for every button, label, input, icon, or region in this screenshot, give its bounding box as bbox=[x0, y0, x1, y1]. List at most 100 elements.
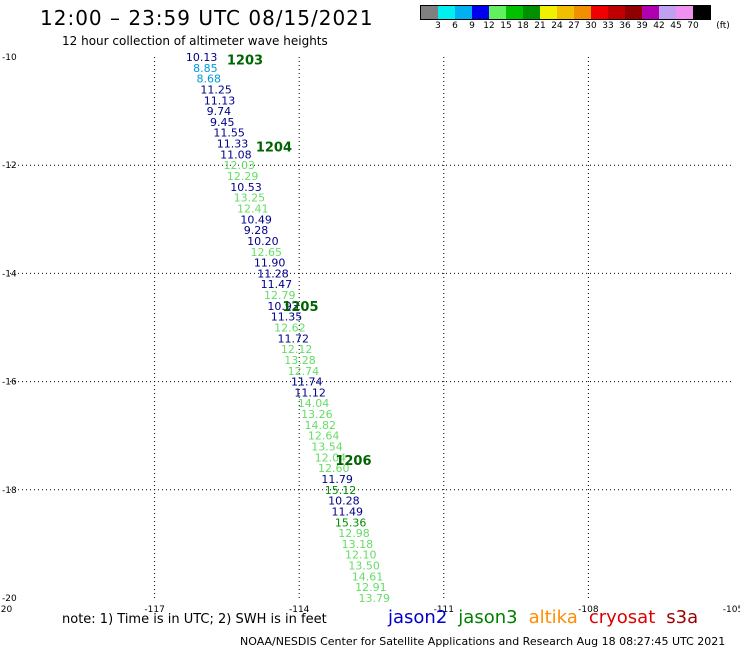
legend-swatch bbox=[574, 6, 591, 19]
wave-height-label: 12.65 bbox=[251, 246, 283, 259]
legend-swatch bbox=[438, 6, 455, 19]
wave-height-label: 14.61 bbox=[352, 570, 384, 583]
legend-swatch bbox=[625, 6, 642, 19]
wave-height-label: 10.13 bbox=[186, 51, 218, 64]
wave-height-label: 11.33 bbox=[217, 138, 249, 151]
satellite-legend: jason2 jason3 altika cryosat s3a bbox=[388, 607, 709, 628]
time-label: 1205 bbox=[282, 300, 318, 315]
wave-height-label: 11.72 bbox=[278, 332, 310, 345]
legend-unit: (ft) bbox=[716, 21, 730, 31]
x-tick-label: -114 bbox=[289, 605, 310, 615]
legend-swatch bbox=[455, 6, 472, 19]
x-tick-label: -111 bbox=[434, 605, 454, 615]
legend-swatch bbox=[608, 6, 625, 19]
footnote: note: 1) Time is in UTC; 2) SWH is in fe… bbox=[62, 612, 327, 627]
legend-label: 42 bbox=[653, 21, 665, 31]
legend-label: 70 bbox=[687, 21, 699, 31]
x-tick-label: -117 bbox=[144, 605, 164, 615]
wave-height-label: 11.13 bbox=[204, 94, 236, 107]
satellite-name-s3a: s3a bbox=[666, 607, 699, 628]
wave-height-label: 11.55 bbox=[213, 127, 245, 140]
wave-height-label: 11.08 bbox=[220, 148, 252, 161]
legend-swatch bbox=[472, 6, 489, 19]
legend-swatch bbox=[693, 6, 710, 19]
wave-height-label: 13.18 bbox=[342, 538, 374, 551]
time-label: 1204 bbox=[256, 140, 292, 155]
wave-height-label: 13.50 bbox=[348, 560, 380, 573]
satellite-name-jason2: jason2 bbox=[388, 607, 448, 628]
wave-height-color-legend: 3 6 9 12 15 18 21 24 27 30 33 36 39 42 45 70 (ft) bbox=[420, 5, 730, 34]
map-title: 12:00 – 23:59 UTC 08/15/2021 bbox=[40, 6, 374, 30]
wave-height-label: 12.62 bbox=[274, 322, 306, 335]
wave-height-label: 11.49 bbox=[331, 505, 363, 518]
wave-height-label: 13.79 bbox=[358, 592, 390, 605]
wave-height-label: 14.82 bbox=[305, 419, 337, 432]
legend-swatch bbox=[557, 6, 574, 19]
wave-height-label: 12.91 bbox=[355, 581, 387, 594]
wave-height-label: 12.74 bbox=[288, 365, 320, 378]
wave-height-label: 10.28 bbox=[328, 495, 360, 508]
credit-line: NOAA/NESDIS Center for Satellite Applica… bbox=[240, 635, 726, 648]
x-tick-label: -120 bbox=[0, 605, 12, 615]
x-tick-label: -108 bbox=[578, 605, 599, 615]
legend-swatch bbox=[506, 6, 523, 19]
wave-height-label: 13.54 bbox=[311, 441, 343, 454]
legend-label: 33 bbox=[602, 21, 614, 31]
legend-label: 30 bbox=[585, 21, 597, 31]
legend-label: 24 bbox=[551, 21, 563, 31]
wave-height-label: 10.53 bbox=[230, 181, 261, 194]
wave-height-label: 15.36 bbox=[335, 516, 367, 529]
wave-height-label: 11.25 bbox=[200, 83, 232, 96]
legend-swatch bbox=[591, 6, 608, 19]
satellite-name-altika: altika bbox=[528, 607, 578, 628]
y-tick-label: -20 bbox=[2, 594, 17, 604]
legend-label: 27 bbox=[568, 21, 580, 31]
wave-height-label: 15.12 bbox=[325, 484, 357, 497]
legend-swatches bbox=[420, 5, 711, 20]
wave-height-label: 8.85 bbox=[193, 62, 218, 75]
legend-swatch bbox=[676, 6, 693, 19]
wave-height-label: 9.28 bbox=[244, 224, 269, 237]
y-tick-label: -10 bbox=[2, 53, 17, 63]
wave-height-label: 11.28 bbox=[257, 267, 289, 280]
legend-label: 18 bbox=[517, 21, 529, 31]
wave-height-label: 8.68 bbox=[197, 73, 222, 86]
wave-height-label: 11.74 bbox=[291, 376, 323, 389]
time-label: 1203 bbox=[227, 54, 263, 69]
legend-label: 15 bbox=[500, 21, 512, 31]
legend-label: 9 bbox=[469, 21, 475, 31]
legend-swatch bbox=[421, 6, 438, 19]
legend-labels: 3 6 9 12 15 18 21 24 27 30 33 36 39 42 45 70 (ft) bbox=[420, 20, 730, 34]
wave-height-label: 13.28 bbox=[284, 354, 316, 367]
wave-height-label: 12.10 bbox=[345, 549, 377, 562]
wave-height-label: 11.35 bbox=[271, 311, 303, 324]
wave-height-label: 12.12 bbox=[281, 343, 313, 356]
wave-height-label: 12.04 bbox=[315, 451, 347, 464]
legend-swatch bbox=[523, 6, 540, 19]
wave-height-label: 12.98 bbox=[338, 527, 370, 540]
wave-height-label: 11.90 bbox=[254, 257, 286, 270]
legend-swatch bbox=[489, 6, 506, 19]
legend-swatch bbox=[540, 6, 557, 19]
wave-height-label: 10.49 bbox=[240, 213, 272, 226]
wave-height-label: 11.79 bbox=[321, 473, 353, 486]
y-tick-label: -16 bbox=[2, 378, 17, 388]
y-tick-label: -12 bbox=[2, 161, 17, 171]
wave-height-label: 11.47 bbox=[261, 278, 293, 291]
y-tick-label: -14 bbox=[2, 269, 17, 279]
legend-swatch bbox=[642, 6, 659, 19]
wave-height-label: 10.20 bbox=[247, 235, 278, 248]
satellite-name-cryosat: cryosat bbox=[588, 607, 656, 628]
wave-height-label: 13.25 bbox=[234, 192, 266, 205]
wave-height-label: 14.04 bbox=[298, 397, 330, 410]
time-label: 1206 bbox=[335, 454, 371, 469]
wave-height-label: 11.12 bbox=[294, 386, 326, 399]
wave-height-label: 12.03 bbox=[224, 159, 256, 172]
legend-label: 3 bbox=[435, 21, 441, 31]
legend-label: 39 bbox=[636, 21, 648, 31]
wave-height-label: 12.79 bbox=[264, 289, 296, 302]
legend-label: 12 bbox=[483, 21, 495, 31]
wave-height-label: 10.93 bbox=[267, 300, 299, 313]
legend-swatch bbox=[659, 6, 676, 19]
